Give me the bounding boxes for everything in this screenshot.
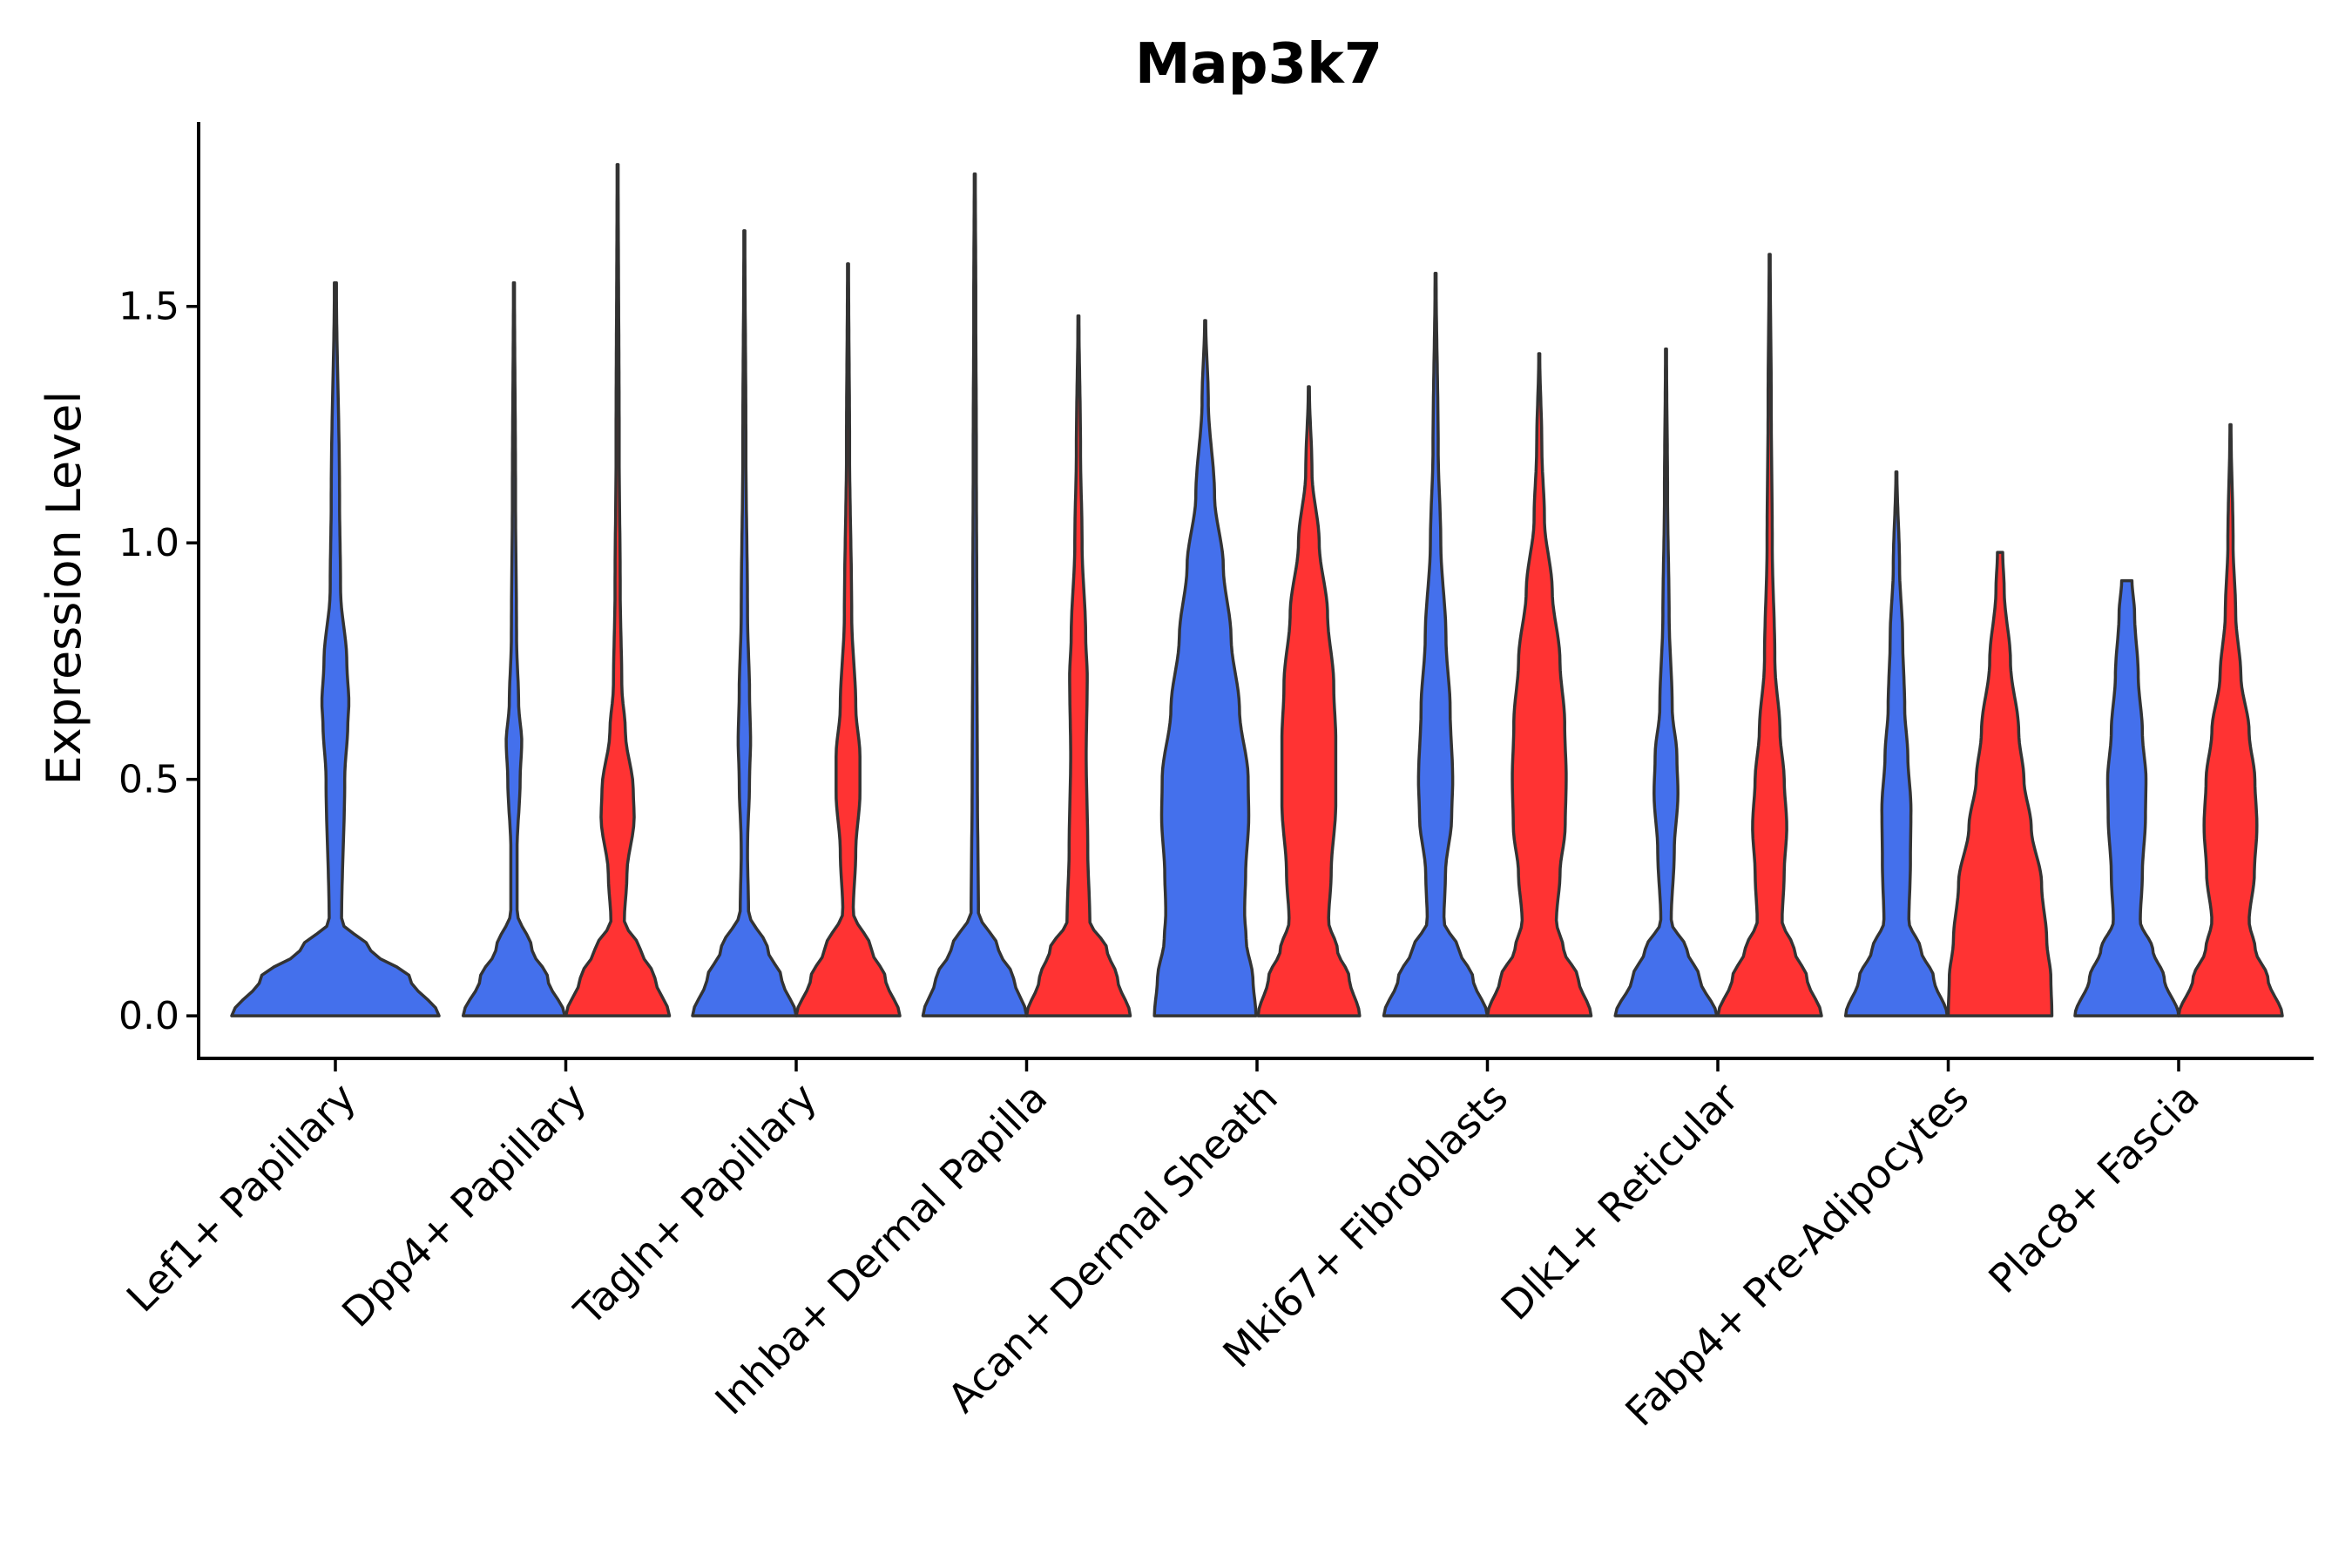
x-tick-label: Dpp4+ Papillary: [333, 1074, 595, 1336]
category-group-tagln-papillary: [691, 229, 902, 1017]
category-group-mki67-fibroblasts: [1382, 271, 1593, 1017]
category-group-lef1-papillary: [230, 280, 441, 1017]
violin-dpp4-papillary-group-1: [461, 280, 567, 1017]
violin-dpp4-papillary-group-2: [564, 163, 672, 1017]
violin-fabp4-pre-adipocytes-group-2: [1946, 551, 2054, 1017]
violin-plac8-fascia-group-1: [2073, 578, 2180, 1017]
category-group-dpp4-papillary: [461, 163, 672, 1017]
violin-dlk1-reticular-group-2: [1716, 253, 1823, 1017]
category-group-inhba-dermal-papilla: [921, 172, 1132, 1017]
violin-fabp4-pre-adipocytes-group-1: [1843, 470, 1950, 1017]
x-tick-label: Tagln+ Papillary: [564, 1074, 826, 1335]
y-ticks: 0.0 0.5 1.0 1.5: [118, 285, 199, 1038]
category-group-dlk1-reticular: [1613, 253, 1823, 1017]
y-tick-label: 1.0: [118, 521, 179, 565]
violin-acan-dermal-sheath-group-2: [1256, 385, 1362, 1017]
violin-tagln-papillary-group-2: [794, 262, 902, 1017]
violin-mki67-fibroblasts-group-2: [1485, 352, 1593, 1017]
x-tick-label: Plac8+ Fascia: [1979, 1074, 2207, 1302]
y-tick-label: 0.0: [118, 994, 179, 1038]
category-group-acan-dermal-sheath: [1152, 319, 1362, 1017]
violin-inhba-dermal-papilla-group-1: [921, 172, 1029, 1017]
violin-lef1-papillary-group-1: [230, 280, 441, 1017]
violin-dlk1-reticular-group-1: [1613, 347, 1719, 1017]
chart-title: Map3k7: [1135, 32, 1382, 97]
category-group-plac8-fascia: [2073, 422, 2284, 1017]
violin-inhba-dermal-papilla-group-2: [1024, 314, 1132, 1017]
axes-layer: [197, 122, 2314, 1060]
y-tick-label: 0.5: [118, 758, 179, 802]
category-group-fabp4-pre-adipocytes: [1843, 470, 2054, 1017]
x-tick-label: Dlk1+ Reticular: [1492, 1074, 1747, 1329]
violin-plac8-fascia-group-2: [2177, 422, 2284, 1017]
violins-layer: [230, 163, 2284, 1017]
violin-acan-dermal-sheath-group-1: [1152, 319, 1258, 1017]
x-tick-label: Lef1+ Papillary: [118, 1074, 365, 1321]
y-tick-label: 1.5: [118, 285, 179, 329]
violin-mki67-fibroblasts-group-1: [1382, 271, 1490, 1017]
y-axis-title: Expression Level: [37, 391, 91, 786]
violin-tagln-papillary-group-1: [691, 229, 798, 1017]
